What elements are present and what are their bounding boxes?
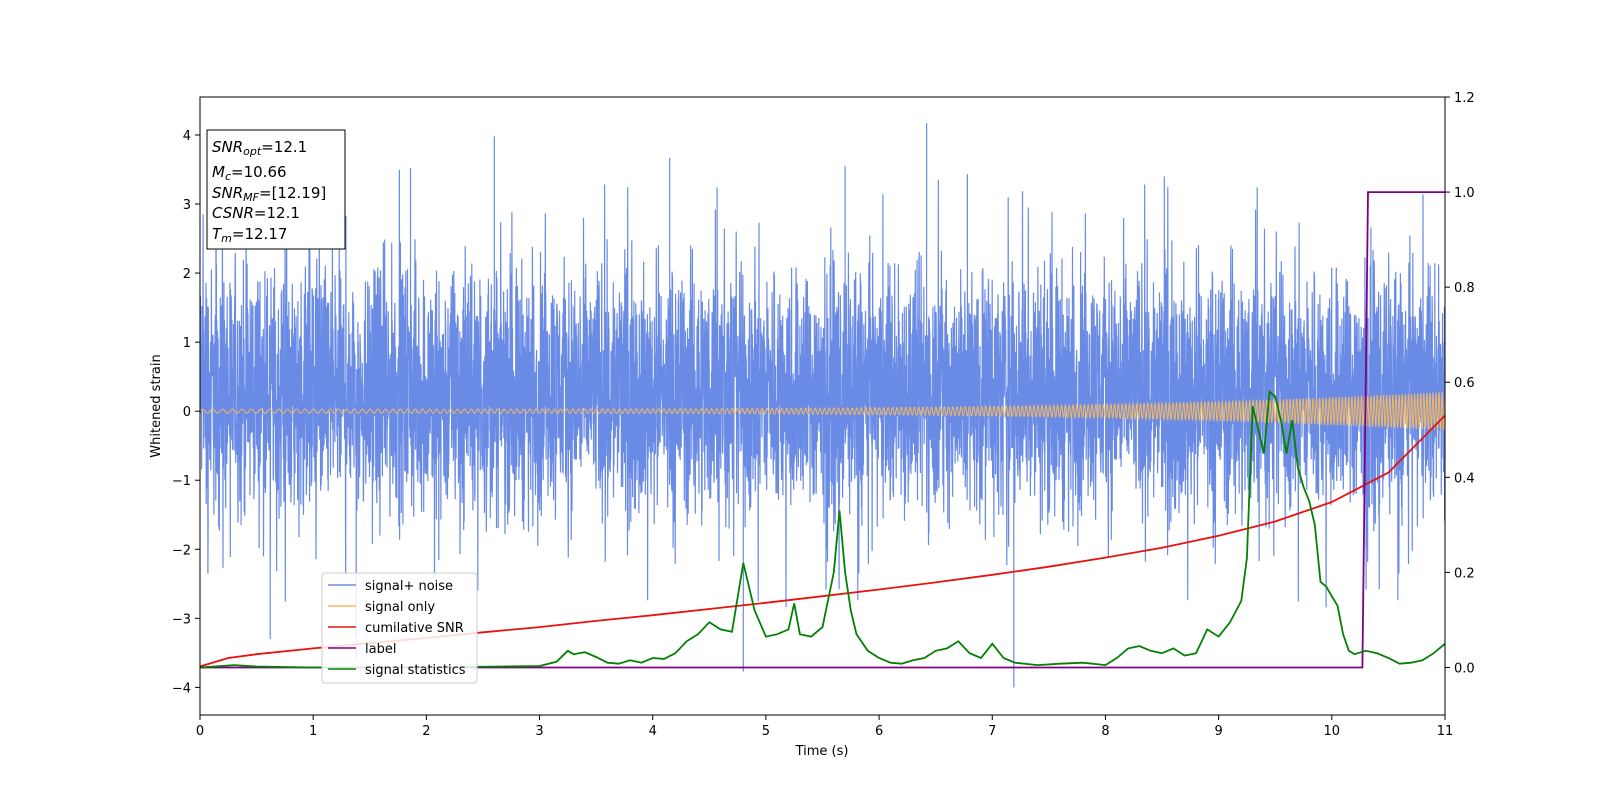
y-tick-label: 3 xyxy=(183,198,191,213)
info-mc-symbol: M xyxy=(212,163,225,181)
x-tick-label: 7 xyxy=(988,724,996,739)
x-tick-label: 5 xyxy=(762,724,770,739)
info-csnr-symbol: CSNR xyxy=(212,204,254,222)
legend-label-signal-only: signal only xyxy=(365,600,435,615)
y-axis-left: −4 −3 −2 −1 0 1 2 3 4 xyxy=(172,129,200,696)
y2-tick-label: 0.0 xyxy=(1454,661,1475,676)
y2-tick-label: 0.2 xyxy=(1454,566,1475,581)
x-tick-label: 0 xyxy=(196,724,204,739)
info-csnr: CSNR=12.1 xyxy=(212,204,300,222)
info-snr-opt-symbol: SNR xyxy=(212,138,243,156)
info-tm-value: =12.17 xyxy=(232,225,288,243)
info-snr-mf-value: =[12.19] xyxy=(259,184,326,202)
info-mc: Mc=10.66 xyxy=(212,163,287,183)
info-csnr-value: =12.1 xyxy=(254,204,300,222)
info-snr-mf: SNRMF=[12.19] xyxy=(212,184,326,204)
y2-tick-label: 0.6 xyxy=(1454,376,1475,391)
x-tick-label: 10 xyxy=(1324,724,1341,739)
plot-frame xyxy=(199,96,1446,716)
info-snr-opt-value: =12.1 xyxy=(261,138,307,156)
x-tick-label: 1 xyxy=(309,724,317,739)
info-box: SNRopt=12.1 Mc=10.66 SNRMF=[12.19] CSNR=… xyxy=(206,129,346,250)
y2-tick-label: 1.2 xyxy=(1454,91,1475,106)
info-tm-symbol: T xyxy=(212,225,223,243)
y-axis-label: Whitened strain xyxy=(149,354,164,457)
info-tm-subscript: m xyxy=(221,232,232,245)
legend-label-signal-noise: signal+ noise xyxy=(365,579,453,594)
y-tick-label: 2 xyxy=(183,267,191,282)
y-tick-label: −3 xyxy=(172,612,191,627)
y-tick-label: −4 xyxy=(172,681,191,696)
y-axis-right: 0.0 0.2 0.4 0.6 0.8 1.0 1.2 xyxy=(1445,91,1475,676)
x-tick-label: 8 xyxy=(1101,724,1109,739)
y2-tick-label: 0.8 xyxy=(1454,281,1475,296)
legend-label-signal-statistics: signal statistics xyxy=(365,663,466,678)
y-tick-label: −1 xyxy=(172,474,191,489)
y2-tick-label: 1.0 xyxy=(1454,186,1475,201)
x-tick-label: 6 xyxy=(875,724,883,739)
series-line-signal-noise xyxy=(200,123,1445,688)
y-tick-label: −2 xyxy=(172,543,191,558)
info-snr-mf-symbol: SNR xyxy=(212,184,243,202)
legend-frame xyxy=(321,572,478,684)
info-box-frame xyxy=(206,129,346,250)
x-tick-label: 3 xyxy=(535,724,543,739)
legend-label-label: label xyxy=(365,642,396,657)
x-tick-label: 2 xyxy=(422,724,430,739)
y-tick-label: 1 xyxy=(183,336,191,351)
series-line-signal-only xyxy=(200,392,1445,431)
y-tick-label: 0 xyxy=(183,405,191,420)
x-tick-label: 9 xyxy=(1214,724,1222,739)
legend-label-cumulative-snr: cumilative SNR xyxy=(365,621,464,636)
info-mc-subscript: c xyxy=(225,170,231,183)
y-tick-label: 4 xyxy=(183,129,191,144)
info-snr-mf-subscript: MF xyxy=(243,191,259,204)
x-axis: 0 1 2 3 4 5 6 7 8 9 10 11 xyxy=(196,715,1453,739)
legend: signal+ noise signal only cumilative SNR… xyxy=(321,572,478,684)
y2-tick-label: 0.4 xyxy=(1454,471,1475,486)
series-line-signal-statistics xyxy=(200,389,1445,669)
series-line-label xyxy=(200,191,1445,669)
info-snr-opt-subscript: opt xyxy=(243,145,262,158)
info-snr-opt: SNRopt=12.1 xyxy=(212,138,307,158)
info-tm: Tm=12.17 xyxy=(212,225,287,245)
x-tick-label: 4 xyxy=(649,724,657,739)
info-mc-value: =10.66 xyxy=(231,163,287,181)
x-axis-label: Time (s) xyxy=(795,744,849,759)
x-tick-label: 11 xyxy=(1437,724,1454,739)
